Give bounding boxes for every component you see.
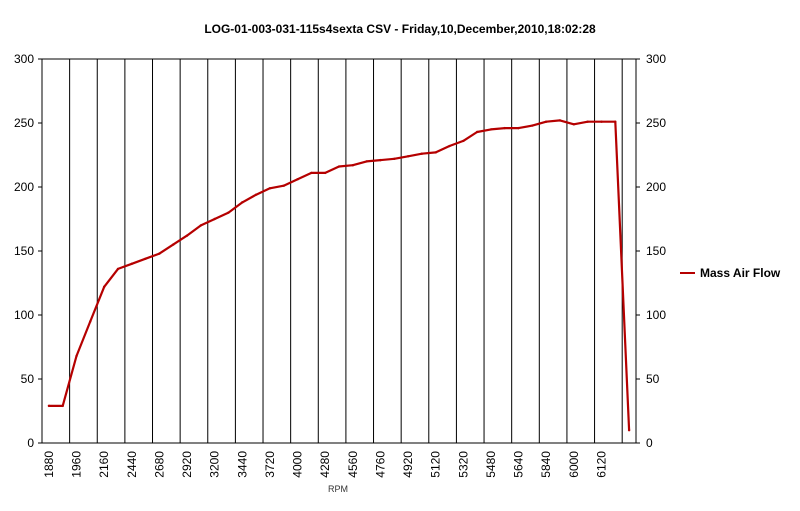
data-point [614,120,617,123]
data-point [572,123,576,126]
x-tick-label: 3440 [235,451,249,478]
data-point [199,224,203,227]
x-tick-label: 5120 [429,451,443,478]
data-point [227,211,230,214]
data-point [503,126,506,130]
axes: 0 0 50 50 100 100 150 150 200 200 250 250 300 300 1880… [14,52,666,478]
data-point [351,164,355,167]
y-tick-label-right: 100 [646,308,666,322]
chart-title: LOG-01-003-031-115s4sexta CSV - Friday,1… [204,22,596,36]
data-point [144,257,147,260]
x-tick-label: 4760 [373,451,387,478]
x-tick-label: 3720 [263,451,277,478]
data-point [185,234,189,237]
y-tick-label-left: 100 [14,308,34,322]
y-tick-label-left: 150 [14,244,34,258]
data-point [282,184,285,187]
x-tick-label: 5480 [484,451,498,478]
x-tick-label: 2160 [97,451,111,478]
x-tick-label: 1880 [42,451,56,478]
x-axis-title: RPM [328,484,348,494]
x-tick-label: 4920 [401,451,415,478]
y-tick-label-right: 150 [646,244,666,258]
data-point [337,165,341,168]
x-tick-label: 5840 [539,451,553,478]
data-point [241,201,244,204]
y-tick-label-right: 300 [646,52,666,66]
data-point [420,152,424,155]
data-point [545,120,548,123]
data-point [323,171,327,175]
data-point [434,151,437,154]
y-tick-label-left: 250 [14,116,34,130]
y-tick-label-left: 300 [14,52,34,66]
data-point [213,217,216,221]
data-point [102,285,106,289]
y-tick-label-left: 0 [27,436,34,450]
data-point [517,126,520,130]
y-tick-label-right: 250 [646,116,666,130]
x-tick-label: 2680 [152,451,166,478]
data-point [75,354,78,358]
x-tick-label: 1960 [70,451,84,478]
data-point [172,243,175,246]
x-tick-label: 6120 [594,451,608,478]
data-point [600,120,603,123]
x-tick-label: 2440 [125,451,139,478]
data-point [268,187,272,190]
data-point [586,120,589,123]
data-point [489,128,493,131]
y-tick-label-left: 200 [14,180,34,194]
data-point [116,267,120,271]
data-point [448,144,451,148]
data-point [130,262,133,265]
x-tick-label: 2920 [180,451,194,478]
data-point [406,155,410,158]
data-point [379,158,382,162]
x-tick-label: 6000 [567,451,581,478]
data-point [462,139,465,143]
data-point [89,320,92,323]
y-tick-label-left: 50 [21,372,35,386]
data-point [296,178,299,181]
grid [41,59,623,443]
x-tick-label: 4560 [346,451,360,478]
y-tick-label-right: 200 [646,180,666,194]
data-point [47,404,51,408]
data-point [627,429,631,432]
data-point [393,157,396,161]
data-point [558,119,562,122]
legend: Mass Air Flow [680,266,781,280]
series-layer [47,119,631,432]
y-tick-label-right: 0 [646,436,653,450]
x-tick-label: 4000 [291,451,305,478]
data-point [310,171,313,175]
legend-label: Mass Air Flow [700,266,781,280]
x-tick-label: 5640 [512,451,526,478]
x-tick-label: 4280 [318,451,332,478]
data-point [365,160,368,163]
y-tick-label-right: 50 [646,372,660,386]
plot-frame [41,58,637,444]
data-point [61,404,64,408]
data-point [531,124,534,127]
data-point [158,252,161,255]
data-point [254,193,258,196]
x-tick-label: 5320 [456,451,470,478]
data-point [475,130,479,134]
x-tick-label: 3200 [208,451,222,478]
